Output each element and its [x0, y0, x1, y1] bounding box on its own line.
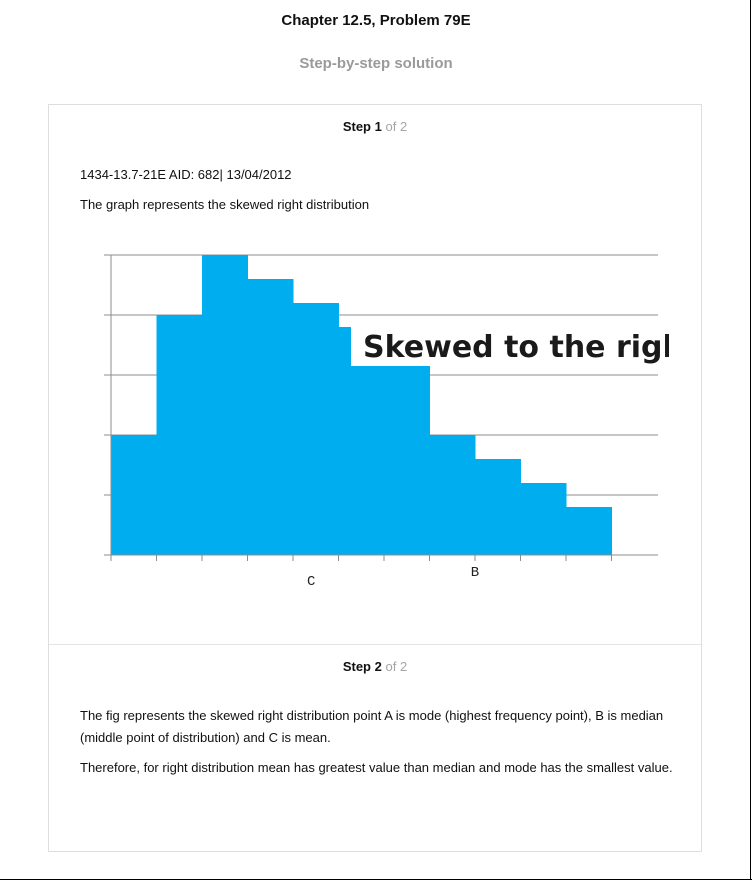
solution-card: Step 1 of 2 1434-13.7-21E AID: 682| 13/0…: [48, 104, 702, 852]
step-divider: [49, 644, 701, 645]
chart-title-background: [351, 320, 663, 366]
step-1-header: Step 1 of 2: [49, 119, 701, 134]
step-2-count: of 2: [385, 659, 408, 674]
annotation-label-c: C: [307, 574, 315, 590]
step-2-label: Step 2: [342, 659, 382, 674]
page-title: Chapter 12.5, Problem 79E: [281, 12, 471, 29]
step-1-description: The graph represents the skewed right di…: [80, 197, 370, 212]
chart-bar: [384, 351, 430, 555]
window-right-edge: [750, 0, 751, 880]
step-1-count: of 2: [385, 119, 408, 134]
skewed-distribution-chart: Skewed to the right A C B: [104, 250, 669, 590]
chart-bar: [156, 315, 203, 555]
chart-bar: [566, 507, 612, 555]
chart-bar: [202, 255, 248, 555]
annotation-label-a: A: [221, 250, 230, 254]
chart-bar: [111, 435, 157, 555]
step-2-explanation: The fig represents the skewed right dist…: [80, 708, 664, 745]
chart-bar: [429, 435, 476, 555]
solution-subtitle: Step-by-step solution: [299, 55, 453, 72]
chart-bar: [247, 279, 294, 555]
step-1-label: Step 1: [342, 119, 382, 134]
chart-bar: [293, 303, 339, 555]
chart-title: Skewed to the right: [363, 330, 669, 365]
step-2-header: Step 2 of 2: [49, 659, 701, 674]
annotation-label-b: B: [471, 565, 479, 581]
step-1-reference: 1434-13.7-21E AID: 682| 13/04/2012: [80, 167, 292, 182]
chart-bar: [520, 483, 567, 555]
step-2-conclusion: Therefore, for right distribution mean h…: [80, 760, 673, 775]
chart-bar: [475, 459, 521, 555]
